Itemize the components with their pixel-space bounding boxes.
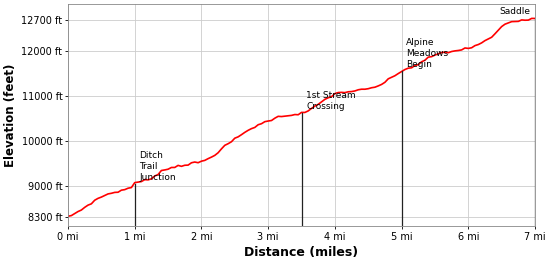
X-axis label: Distance (miles): Distance (miles) xyxy=(244,246,359,259)
Text: Ditch
Trail
Junction: Ditch Trail Junction xyxy=(139,150,176,182)
Text: Saddle: Saddle xyxy=(499,7,530,16)
Text: 1st Stream
Crossing: 1st Stream Crossing xyxy=(306,91,356,111)
Text: Alpine
Meadows
Begin: Alpine Meadows Begin xyxy=(406,38,448,69)
Y-axis label: Elevation (feet): Elevation (feet) xyxy=(4,63,17,167)
